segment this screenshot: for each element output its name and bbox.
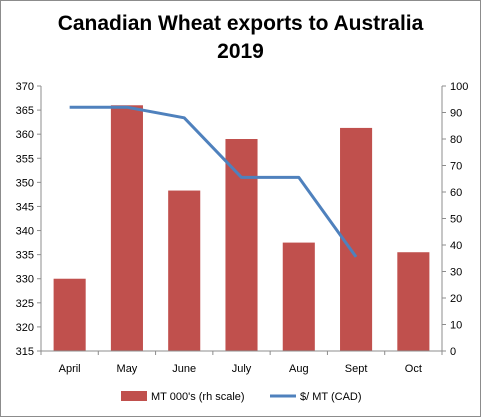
left-tick-label: 370 (16, 81, 34, 93)
bar-june (168, 190, 201, 351)
bar-oct (397, 252, 430, 351)
right-tick-label: 10 (450, 320, 462, 332)
bar-aug (282, 242, 315, 351)
price-line (69, 105, 358, 258)
right-tick-label: 20 (450, 293, 462, 305)
x-tick-label: May (117, 363, 138, 375)
right-tick-label: 60 (450, 187, 462, 199)
left-tick-label: 355 (16, 153, 34, 165)
left-tick-label: 315 (16, 346, 34, 358)
left-tick-label: 360 (16, 129, 34, 141)
left-tick-label: 320 (16, 322, 34, 334)
right-tick-label: 80 (450, 134, 462, 146)
left-tick-label: 325 (16, 298, 34, 310)
chart-title-line-1: Canadian Wheat exports to Australia (57, 12, 424, 35)
legend-line-label: $/ MT (CAD) (300, 391, 362, 403)
bar-sept (340, 127, 373, 351)
x-tick-label: July (232, 363, 252, 375)
left-tick-label: 365 (16, 105, 34, 117)
chart-title-line-2: 2019 (217, 40, 264, 63)
x-tick-label: Oct (405, 363, 422, 375)
legend-bar-label: MT 000's (rh scale) (151, 391, 245, 403)
bar-july (225, 139, 258, 351)
legend-bar-swatch (121, 391, 147, 401)
bar-may (110, 105, 143, 351)
left-tick-label: 340 (16, 226, 34, 238)
left-tick-label: 335 (16, 250, 34, 262)
right-tick-label: 90 (450, 108, 462, 120)
left-tick-label: 345 (16, 201, 34, 213)
right-tick-label: 0 (450, 346, 456, 358)
x-tick-label: June (172, 363, 196, 375)
x-tick-label: April (59, 363, 81, 375)
right-tick-label: 50 (450, 214, 462, 226)
x-tick-label: Sept (345, 363, 368, 375)
right-tick-label: 70 (450, 161, 462, 173)
right-tick-label: 100 (450, 81, 468, 93)
left-tick-label: 350 (16, 177, 34, 189)
left-tick-label: 330 (16, 274, 34, 286)
x-tick-label: Aug (289, 363, 309, 375)
bar-april (53, 278, 86, 351)
right-tick-label: 30 (450, 267, 462, 279)
right-tick-label: 40 (450, 240, 462, 252)
